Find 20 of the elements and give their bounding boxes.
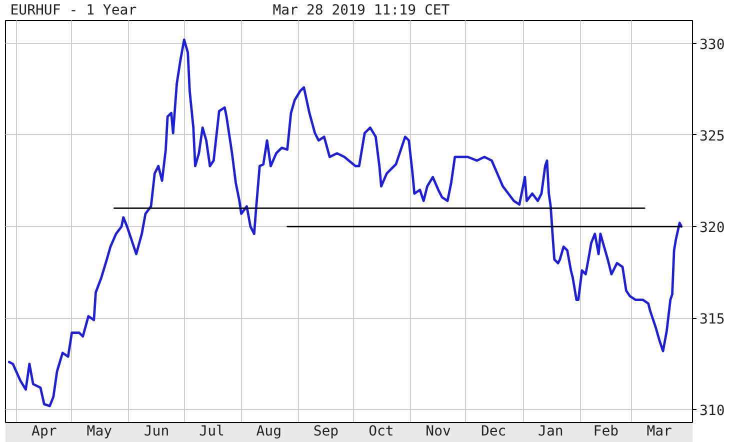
x-tick-label: Nov: [426, 424, 451, 440]
x-tick-label: Apr: [32, 424, 57, 440]
line-series: [8, 38, 683, 408]
x-tick-label: Sep: [313, 424, 339, 440]
chart-subtitle: Mar 28 2019 11:19 CET: [272, 2, 450, 18]
y-tick-label: 310: [700, 403, 725, 420]
y-tick-label: 330: [700, 36, 725, 53]
x-tick-label: Oct: [368, 424, 394, 440]
x-tick-label: Aug: [256, 424, 282, 440]
x-tick-label: Jul: [199, 424, 224, 440]
x-tick-label: Dec: [480, 424, 506, 440]
y-tick-label: 320: [700, 220, 725, 236]
y-tick-label: 315: [700, 312, 725, 328]
x-tick-label: Jun: [144, 424, 170, 440]
x-tick-label: Mar: [646, 424, 672, 440]
x-tick-label: Feb: [593, 424, 619, 440]
chart-title: EURHUF - 1 Year: [10, 2, 137, 18]
x-tick-label: Jan: [538, 424, 564, 440]
x-tick-label: May: [86, 424, 112, 440]
y-tick-label: 325: [700, 128, 725, 144]
